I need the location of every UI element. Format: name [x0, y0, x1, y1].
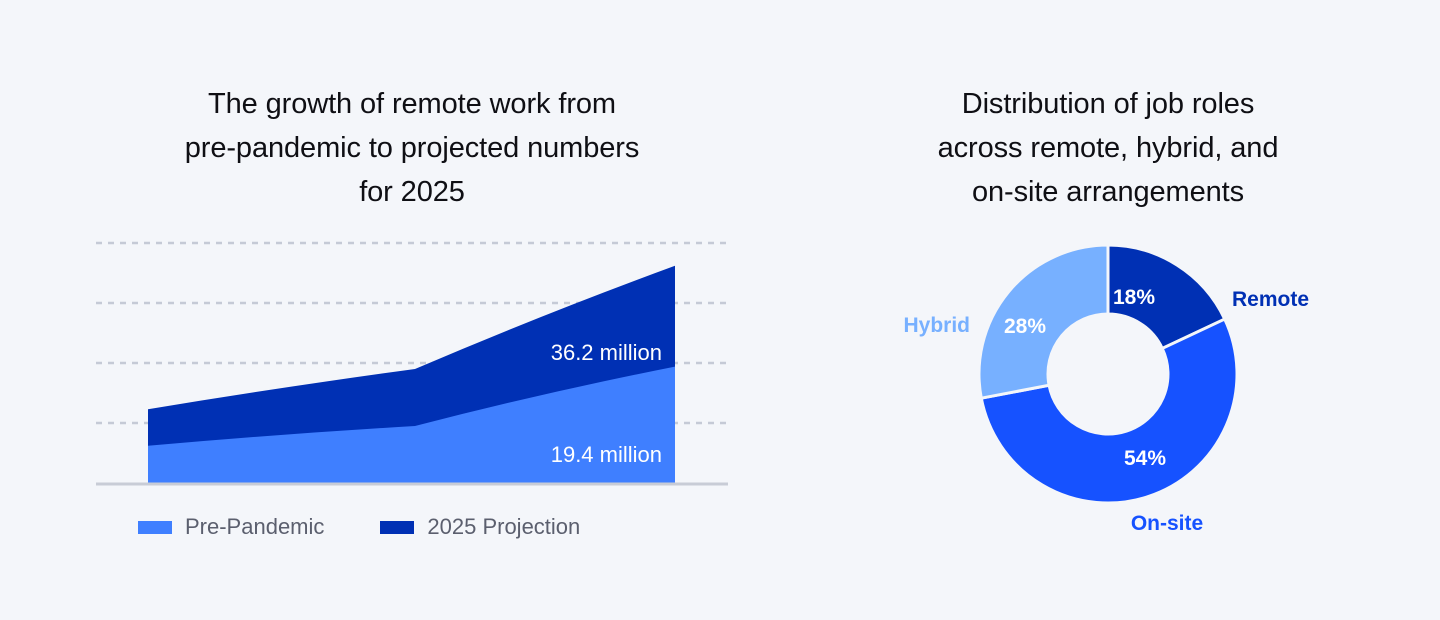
- legend-item-projection[interactable]: 2025 Projection: [380, 514, 580, 540]
- donut-chart: [977, 243, 1239, 505]
- projection-value-label: 36.2 million: [551, 340, 662, 365]
- donut-segment-onsite[interactable]: [979, 317, 1239, 505]
- legend-swatch-pre-pandemic: [138, 520, 172, 534]
- remote-category-label: Remote: [1232, 288, 1309, 311]
- area-chart-legend: Pre-Pandemic 2025 Projection: [138, 514, 636, 540]
- area-series-pre-pandemic: [148, 366, 675, 483]
- hybrid-category-label: Hybrid: [903, 314, 970, 337]
- remote-percent-label: 18%: [1113, 286, 1155, 309]
- donut-segment-hybrid[interactable]: [977, 243, 1110, 400]
- donut-segment-remote[interactable]: [1106, 243, 1227, 351]
- hybrid-percent-label: 28%: [1004, 315, 1046, 338]
- legend-label: Pre-Pandemic: [185, 514, 325, 539]
- donut-chart-title: Distribution of job roles across remote,…: [937, 88, 1279, 208]
- area-chart-title: The growth of remote work from pre-pande…: [184, 88, 640, 208]
- legend-swatch-projection: [380, 520, 415, 534]
- legend-label: 2025 Projection: [427, 514, 581, 539]
- legend-item-pre-pandemic[interactable]: Pre-Pandemic: [138, 514, 324, 540]
- onsite-category-label: On-site: [1131, 512, 1203, 535]
- pre-pandemic-value-label: 19.4 million: [551, 442, 662, 467]
- onsite-percent-label: 54%: [1124, 447, 1166, 470]
